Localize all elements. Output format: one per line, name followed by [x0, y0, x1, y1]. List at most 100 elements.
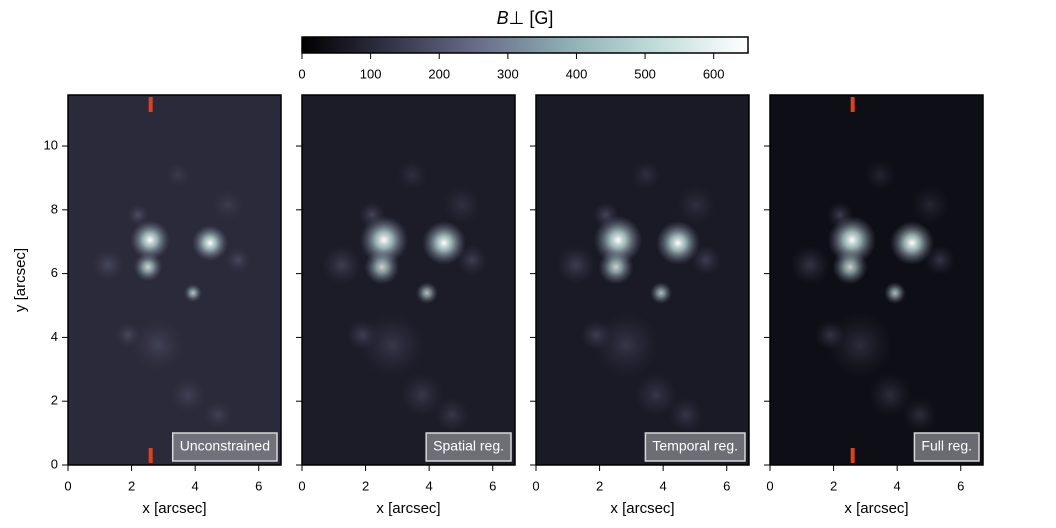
image-feature: [416, 282, 438, 304]
panel-title: Spatial reg.: [433, 438, 504, 454]
image-feature: [400, 373, 444, 417]
x-tick-label: 2: [596, 478, 603, 493]
image-feature: [203, 400, 233, 430]
image-feature: [668, 397, 704, 433]
image-feature: [902, 397, 938, 433]
image-feature: [133, 252, 163, 282]
x-tick-label: 4: [192, 478, 199, 493]
panel-title-box: [171, 432, 278, 462]
panel-frame: [535, 94, 750, 466]
y-tick-label: 10: [44, 137, 58, 152]
x-axis-label: x [arcsec]: [376, 500, 440, 517]
panel-title: Full reg.: [921, 438, 972, 454]
image-feature: [814, 319, 846, 351]
image-feature: [456, 244, 488, 276]
panel: 0 2 4 6 x [arcsec] Temporal reg.: [530, 94, 750, 517]
colorbar-label: B⊥ [G]: [497, 8, 554, 28]
image-feature: [884, 282, 906, 304]
image-feature: [650, 282, 672, 304]
panel-frame: [67, 94, 282, 466]
colorbar-tick-label: 0: [298, 66, 305, 81]
image-feature: [422, 221, 466, 265]
colorbar-unit: [G]: [529, 8, 553, 28]
panel-frame: [769, 94, 984, 466]
image-feature: [322, 245, 362, 285]
y-tick-label: 2: [51, 393, 58, 408]
panel-title-box: [425, 432, 512, 462]
colorbar-tick-label: 300: [497, 66, 519, 81]
image-feature: [690, 244, 722, 276]
x-tick-label: 4: [426, 478, 433, 493]
x-tick-label: 6: [957, 478, 964, 493]
x-tick-label: 4: [660, 478, 667, 493]
image-feature: [868, 373, 912, 417]
x-tick-label: 0: [532, 478, 539, 493]
colorbar-tick-label: 400: [566, 66, 588, 81]
image-feature: [396, 159, 428, 191]
image-feature: [442, 185, 482, 225]
image-feature: [910, 185, 950, 225]
image-feature: [630, 159, 662, 191]
image-feature: [832, 249, 868, 285]
image-feature: [211, 188, 245, 222]
y-tick-label: 4: [51, 329, 58, 344]
colorbar-tick-label: 200: [428, 66, 450, 81]
colorbar-tick-label: 100: [360, 66, 382, 81]
x-tick-label: 6: [723, 478, 730, 493]
panel: 0 2 4 6 0 2 4 6 8 10 x [arcsec] Unconstrained: [44, 94, 282, 517]
x-axis-label: x [arcsec]: [844, 500, 908, 517]
image-feature: [165, 162, 191, 188]
x-tick-label: 6: [255, 478, 262, 493]
panel-title-box: [913, 432, 980, 462]
y-tick-label: 6: [51, 265, 58, 280]
y-axis-label: y [arcsec]: [12, 248, 29, 312]
x-tick-label: 2: [128, 478, 135, 493]
panel: 0 2 4 6 x [arcsec] Full reg.: [764, 94, 984, 517]
x-tick-label: 0: [298, 478, 305, 493]
x-axis-label: x [arcsec]: [610, 500, 674, 517]
x-tick-label: 4: [894, 478, 901, 493]
image-feature: [556, 245, 596, 285]
image-feature: [890, 221, 934, 265]
image-feature: [364, 249, 400, 285]
image-feature: [924, 244, 956, 276]
image-feature: [634, 373, 678, 417]
image-feature: [826, 201, 854, 229]
colorbar-tick-label: 500: [634, 66, 656, 81]
image-feature: [592, 201, 620, 229]
image-feature: [358, 201, 386, 229]
x-tick-label: 0: [64, 478, 71, 493]
image-feature: [131, 318, 185, 372]
image-feature: [346, 319, 378, 351]
image-feature: [434, 397, 470, 433]
panel-image: [68, 95, 281, 465]
panel-title-box: [644, 432, 746, 462]
image-feature: [598, 249, 634, 285]
x-tick-label: 2: [830, 478, 837, 493]
image-feature: [170, 377, 206, 413]
colorbar-tick-label: 600: [703, 66, 725, 81]
image-feature: [127, 204, 149, 226]
image-feature: [225, 247, 251, 273]
image-feature: [580, 319, 612, 351]
x-tick-label: 0: [766, 478, 773, 493]
panel-title: Unconstrained: [180, 438, 270, 454]
x-tick-label: 6: [489, 478, 496, 493]
y-tick-label: 8: [51, 201, 58, 216]
image-feature: [130, 220, 170, 260]
y-tick-label: 0: [51, 456, 58, 471]
image-feature: [656, 221, 700, 265]
panel-title: Temporal reg.: [652, 438, 738, 454]
image-feature: [115, 322, 141, 348]
x-axis-label: x [arcsec]: [142, 500, 206, 517]
image-feature: [676, 185, 716, 225]
x-tick-label: 2: [362, 478, 369, 493]
colorbar: [301, 36, 749, 54]
colorbar-symbol: B⊥: [497, 8, 525, 28]
image-feature: [184, 284, 202, 302]
panel-frame: [301, 94, 516, 466]
image-feature: [91, 248, 125, 282]
image-feature: [864, 159, 896, 191]
panel: 0 2 4 6 x [arcsec] Spatial reg.: [296, 94, 516, 517]
